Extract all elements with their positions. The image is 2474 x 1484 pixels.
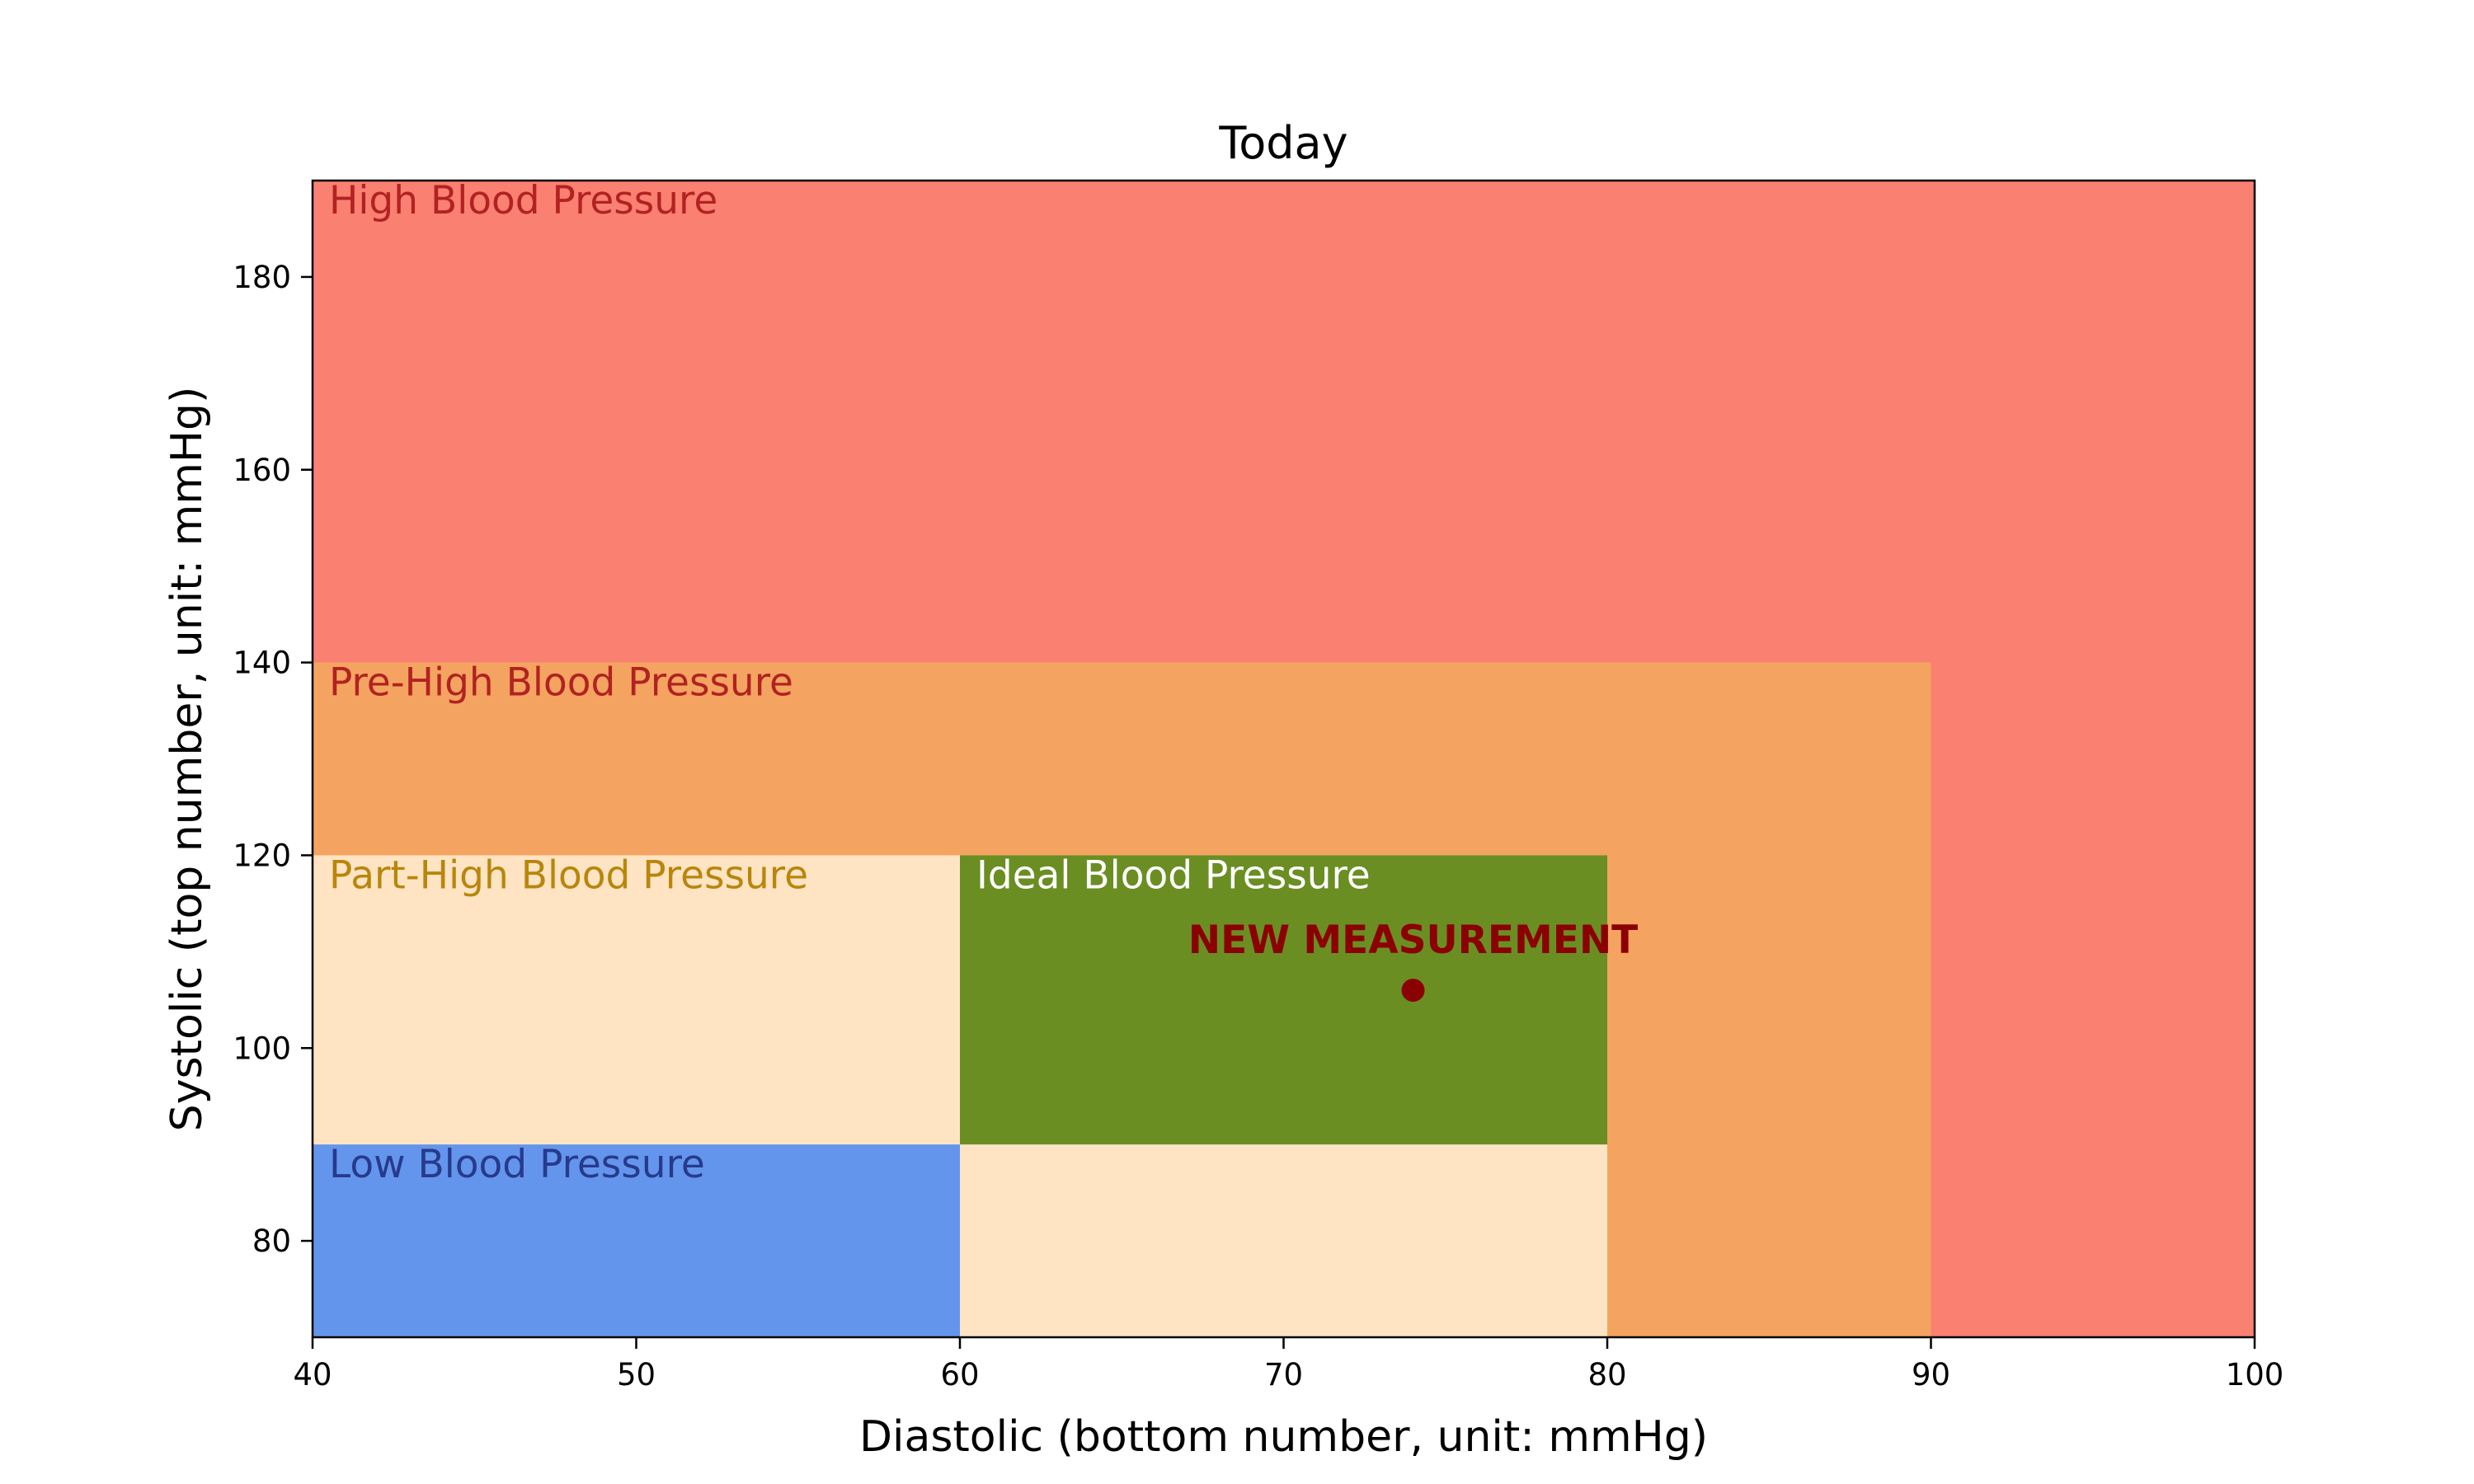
region-ideal-blood-pressure	[960, 855, 1607, 1145]
x-axis-label: Diastolic (bottom number, unit: mmHg)	[859, 1412, 1708, 1462]
region-label-part-high-blood-pressure: Part-High Blood Pressure	[329, 852, 808, 898]
data-point-new-measurement	[1401, 979, 1425, 1003]
y-tick-label: 160	[233, 453, 291, 488]
x-tick-label: 50	[617, 1357, 656, 1392]
y-tick-label: 140	[233, 646, 291, 681]
x-tick-label: 80	[1587, 1357, 1626, 1392]
region-layer	[313, 181, 2255, 1337]
point-layer: NEW MEASUREMENT	[1188, 918, 1638, 1003]
x-tick-label: 60	[940, 1357, 979, 1392]
x-tick-label: 40	[293, 1357, 332, 1392]
region-label-pre-high-blood-pressure: Pre-High Blood Pressure	[329, 660, 793, 706]
chart-title: Today	[1218, 117, 1348, 169]
y-tick-label: 100	[233, 1031, 291, 1066]
point-label-new-measurement: NEW MEASUREMENT	[1188, 918, 1638, 963]
y-axis-label: Systolic (top number, unit: mmHg)	[162, 387, 212, 1132]
region-label-layer: High Blood Pressure Pre-High Blood Pressu…	[329, 178, 1371, 1187]
y-tick-label: 180	[233, 260, 291, 295]
region-label-high-blood-pressure: High Blood Pressure	[329, 178, 717, 223]
region-label-ideal-blood-pressure: Ideal Blood Pressure	[976, 852, 1371, 898]
y-tick-label: 80	[252, 1223, 291, 1259]
x-tick-label: 90	[1912, 1357, 1950, 1392]
y-tick-label: 120	[233, 838, 291, 873]
x-tick-label: 70	[1264, 1357, 1303, 1392]
x-tick-label: 100	[2226, 1357, 2284, 1392]
x-axis: 40 50 60 70 80 90 100	[293, 1337, 2284, 1392]
y-axis: 80 100 120 140 160 180	[233, 260, 313, 1259]
region-label-low-blood-pressure: Low Blood Pressure	[329, 1142, 705, 1187]
region-low-blood-pressure	[313, 1144, 960, 1337]
